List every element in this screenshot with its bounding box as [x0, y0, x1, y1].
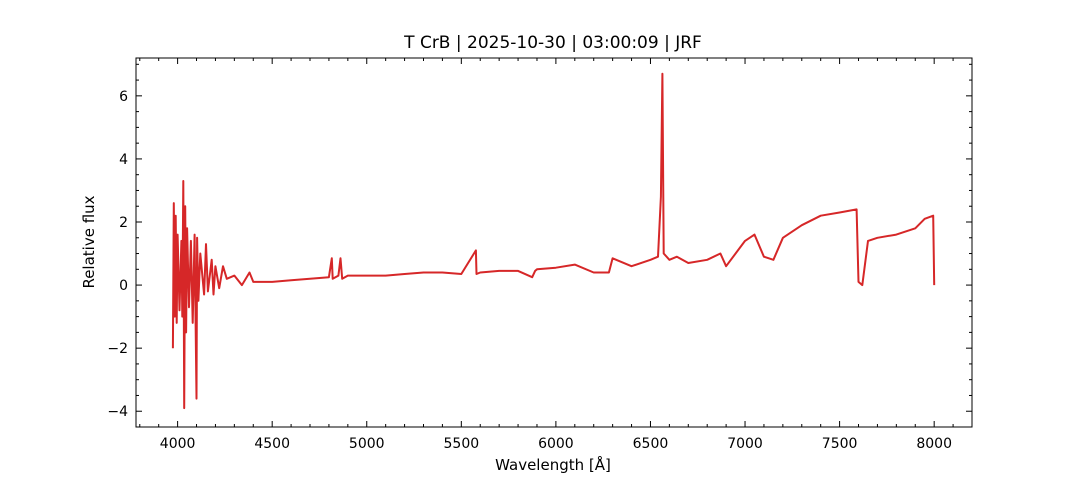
chart-title: T CrB | 2025-10-30 | 03:00:09 | JRF — [403, 33, 702, 53]
x-tick-label: 5500 — [444, 436, 480, 452]
y-tick-label: 0 — [119, 278, 128, 294]
y-tick-label: 6 — [119, 89, 128, 105]
y-tick-label: 4 — [119, 152, 128, 168]
plot-frame — [135, 57, 973, 428]
x-tick-label: 6000 — [538, 436, 574, 452]
x-tick-label: 4000 — [160, 436, 196, 452]
x-tick-label: 6500 — [633, 436, 669, 452]
plot-area — [171, 72, 936, 410]
x-axis: 4000 4500 5000 5500 6000 6500 7000 7500 8000 — [139, 58, 973, 452]
y-axis: −4 −2 0 2 4 6 — [107, 63, 972, 428]
y-tick-label: −2 — [107, 341, 128, 357]
spectrum-line-0 — [171, 72, 936, 410]
y-tick-label: −4 — [107, 404, 128, 420]
x-axis-label: Wavelength [Å] — [495, 455, 611, 474]
x-tick-label: 7000 — [727, 436, 763, 452]
x-tick-label: 7500 — [822, 436, 858, 452]
x-tick-label: 4500 — [254, 436, 290, 452]
y-tick-label: 2 — [119, 215, 128, 231]
y-axis-label: Relative flux — [80, 195, 98, 288]
x-tick-label: 8000 — [916, 436, 952, 452]
x-tick-label: 5000 — [349, 436, 385, 452]
